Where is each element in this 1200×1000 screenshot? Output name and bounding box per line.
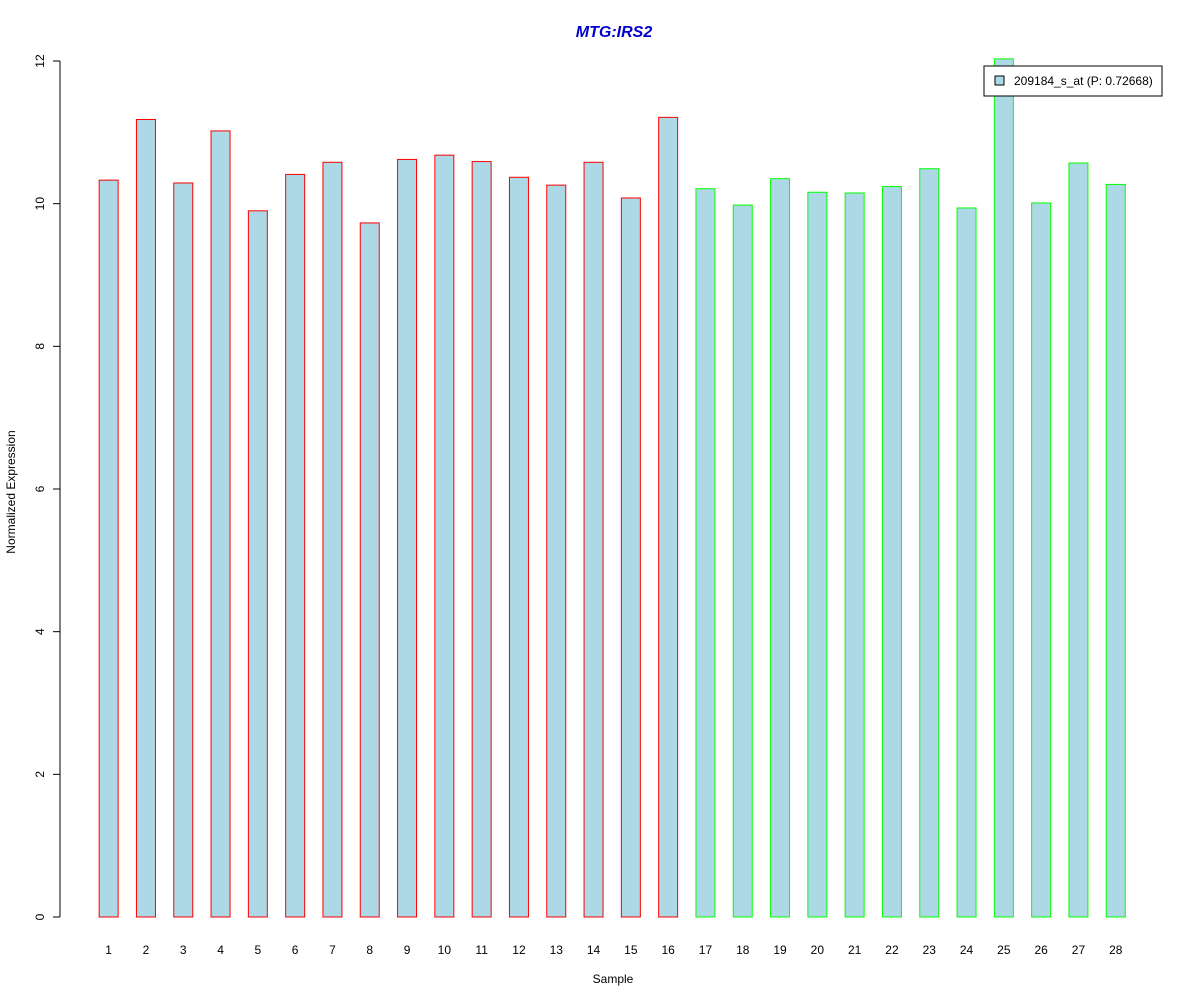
x-tick-label-15: 15 <box>624 943 638 957</box>
bar-sample-1 <box>98 179 119 918</box>
bar-sample-13 <box>546 184 567 918</box>
x-tick-label-26: 26 <box>1034 943 1048 957</box>
bar-sample-11 <box>471 161 492 918</box>
y-tick-label-6: 6 <box>33 485 47 492</box>
bar-sample-20 <box>807 191 828 918</box>
bar-sample-25 <box>993 58 1014 918</box>
x-tick-label-14: 14 <box>587 943 601 957</box>
bar-sample-3 <box>173 182 194 918</box>
x-tick-label-27: 27 <box>1072 943 1086 957</box>
bar-sample-14 <box>583 161 604 918</box>
x-tick-label-5: 5 <box>255 943 262 957</box>
bar-sample-18 <box>732 204 753 918</box>
bar-sample-4 <box>210 130 231 918</box>
legend-box <box>983 65 1163 97</box>
legend-swatch <box>994 75 1005 86</box>
bar-sample-21 <box>844 192 865 918</box>
bar-sample-19 <box>770 178 791 918</box>
x-tick-label-21: 21 <box>848 943 862 957</box>
x-axis: 1 2 3 4 5 6 7 8 9 10 11 12 13 14 15 16 17 18 19 20 21 22 23 24 2… <box>105 943 1122 957</box>
x-tick-label-19: 19 <box>773 943 787 957</box>
x-tick-label-7: 7 <box>329 943 336 957</box>
y-axis-title: Normalized Expression <box>4 430 18 553</box>
x-tick-label-25: 25 <box>997 943 1011 957</box>
bar-sample-10 <box>434 154 455 918</box>
x-tick-label-20: 20 <box>811 943 825 957</box>
x-tick-label-10: 10 <box>438 943 452 957</box>
bar-sample-5 <box>247 210 268 918</box>
x-tick-label-12: 12 <box>512 943 526 957</box>
y-tick-label-8: 8 <box>33 343 47 350</box>
x-tick-label-17: 17 <box>699 943 713 957</box>
bar-sample-23 <box>919 168 940 918</box>
x-tick-label-28: 28 <box>1109 943 1123 957</box>
bar-sample-12 <box>508 176 529 918</box>
bar-sample-28 <box>1105 183 1126 918</box>
bar-sample-27 <box>1068 162 1089 918</box>
x-tick-label-13: 13 <box>550 943 564 957</box>
bar-sample-16 <box>658 116 679 918</box>
x-tick-label-22: 22 <box>885 943 899 957</box>
legend-label: 209184_s_at (P: 0.72668) <box>1014 74 1153 88</box>
y-tick-label-12: 12 <box>33 54 47 68</box>
y-axis: 0 2 4 6 8 10 12 <box>33 54 61 920</box>
x-tick-label-9: 9 <box>404 943 411 957</box>
x-tick-label-11: 11 <box>475 943 488 957</box>
bar-sample-7 <box>322 161 343 918</box>
x-tick-label-24: 24 <box>960 943 974 957</box>
y-tick-label-4: 4 <box>33 628 47 635</box>
x-tick-label-1: 1 <box>105 943 112 957</box>
bar-sample-9 <box>397 158 418 918</box>
bar-sample-26 <box>1031 202 1052 918</box>
x-tick-label-3: 3 <box>180 943 187 957</box>
y-tick-label-2: 2 <box>33 771 47 778</box>
bar-sample-15 <box>620 197 641 918</box>
x-tick-label-6: 6 <box>292 943 299 957</box>
bar-sample-24 <box>956 207 977 918</box>
x-tick-label-8: 8 <box>366 943 373 957</box>
bar-sample-2 <box>135 118 156 918</box>
chart-title: MTG:IRS2 <box>576 24 653 41</box>
bars-layer <box>98 58 1126 918</box>
bar-sample-22 <box>881 186 902 918</box>
x-tick-label-23: 23 <box>923 943 937 957</box>
x-tick-label-4: 4 <box>217 943 224 957</box>
legend: 209184_s_at (P: 0.72668) <box>983 65 1163 97</box>
x-tick-label-16: 16 <box>661 943 675 957</box>
bar-sample-6 <box>285 173 306 918</box>
y-tick-label-0: 0 <box>33 913 47 920</box>
bar-sample-17 <box>695 188 716 918</box>
x-axis-title: Sample <box>593 972 634 986</box>
x-tick-label-18: 18 <box>736 943 750 957</box>
x-tick-label-2: 2 <box>143 943 150 957</box>
y-tick-label-10: 10 <box>33 197 47 211</box>
bar-sample-8 <box>359 222 380 918</box>
